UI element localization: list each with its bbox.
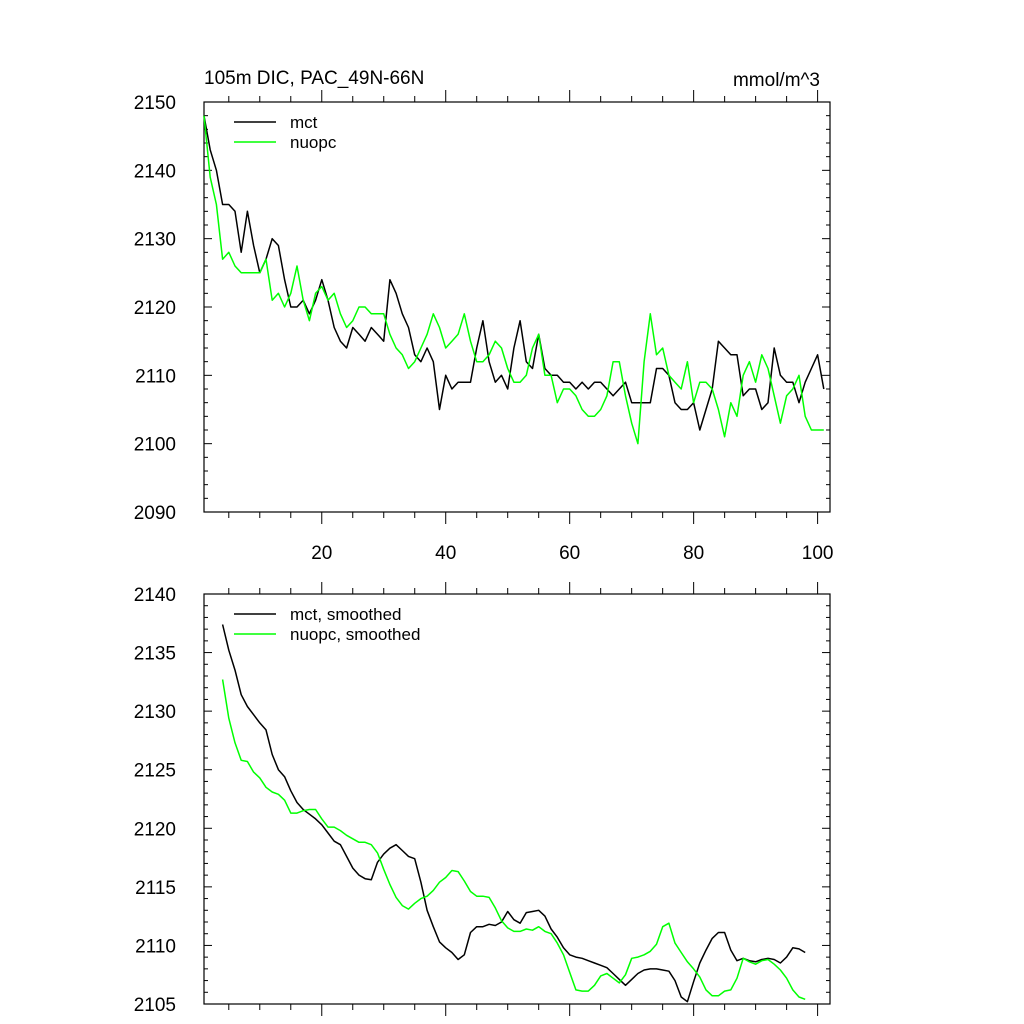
y-tick-label: 2120 — [134, 298, 176, 319]
x-tick-label: 80 — [683, 543, 704, 564]
x-tick-label: 100 — [802, 543, 834, 564]
y-tick-label: 2105 — [134, 995, 176, 1016]
y-tick-label: 2140 — [134, 585, 176, 606]
units-label: mmol/m^3 — [733, 70, 820, 91]
chart-title: 105m DIC, PAC_49N-66N — [204, 68, 424, 89]
y-tick-label: 2130 — [134, 230, 176, 251]
top-panel: 105m DIC, PAC_49N-66N mmol/m^3 209021002… — [134, 68, 834, 564]
series-line-nuopc-smoothed — [221, 679, 806, 1001]
series-group — [203, 115, 825, 445]
y-tick-label: 2120 — [134, 819, 176, 840]
y-tick-label: 2100 — [134, 435, 176, 456]
series-line-mct-smoothed — [221, 624, 806, 1003]
plot-frame — [203, 593, 831, 1005]
legend-label: nuopc — [290, 133, 337, 152]
x-tick-label: 40 — [435, 543, 456, 564]
y-tick-label: 2090 — [134, 503, 176, 524]
legend-label: mct, smoothed — [290, 605, 402, 624]
series-group — [221, 624, 806, 1003]
y-axis: 2105 2110 2115 2120 2125 2130 2135 2140 — [134, 585, 830, 1016]
y-tick-label: 2125 — [134, 761, 176, 782]
y-tick-label: 2140 — [134, 161, 176, 182]
x-axis — [228, 582, 819, 1016]
y-tick-label: 2110 — [135, 936, 176, 957]
y-tick-label: 2110 — [135, 366, 176, 387]
x-tick-label: 20 — [311, 543, 332, 564]
x-tick-label: 60 — [559, 543, 580, 564]
series-line-nuopc — [203, 115, 824, 445]
y-tick-label: 2150 — [134, 93, 176, 114]
series-line-mct — [203, 115, 825, 431]
y-tick-label: 2115 — [135, 878, 176, 899]
y-axis: 2090 2100 2110 2120 2130 2140 2150 — [134, 93, 830, 524]
legend-label: nuopc, smoothed — [290, 625, 420, 644]
bottom-panel: 2105 2110 2115 2120 2125 2130 2135 2140 mct, sm… — [134, 582, 831, 1016]
x-axis: 20 40 60 80 100 — [228, 90, 834, 564]
y-tick-label: 2135 — [134, 644, 176, 665]
y-tick-label: 2130 — [134, 702, 176, 723]
legend-label: mct — [290, 113, 318, 132]
